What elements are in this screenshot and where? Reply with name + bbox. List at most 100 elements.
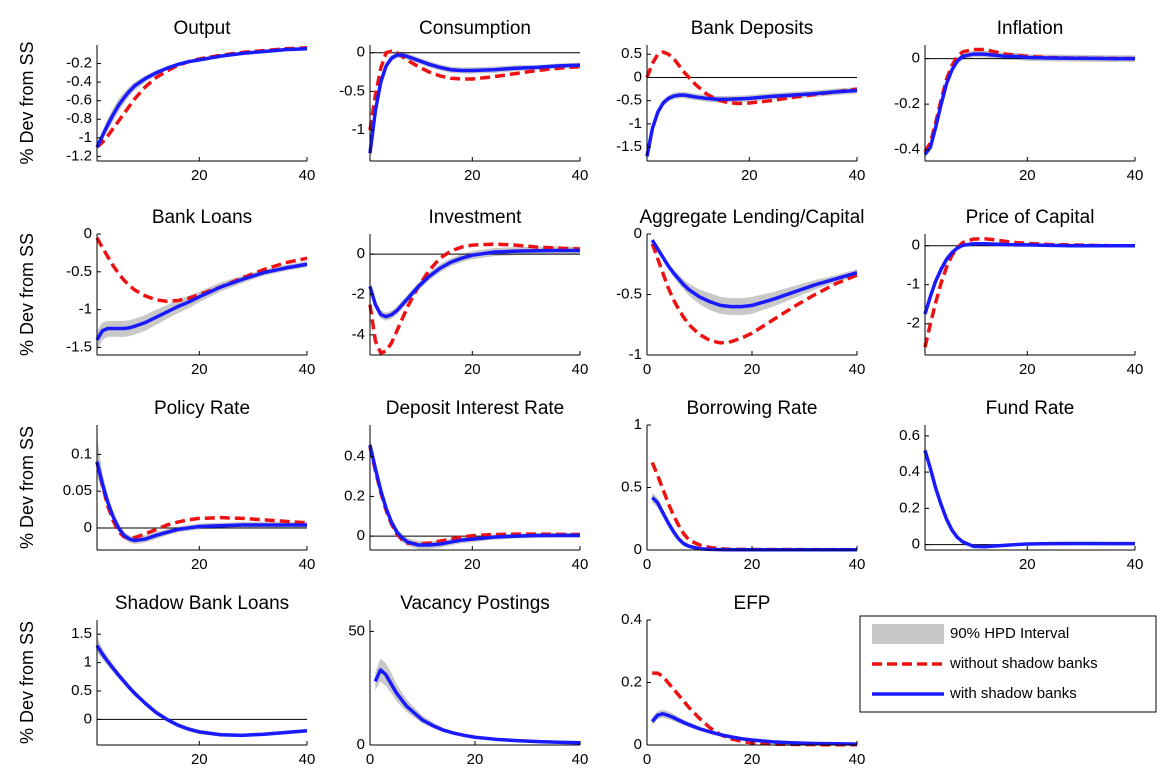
y-tick-label: -0.2 [894,95,920,112]
x-tick-label: 0 [643,751,651,768]
x-tick-label: 40 [849,751,866,768]
series-line [650,239,858,309]
x-tick-label: 20 [191,556,208,573]
series-line [95,236,308,304]
hpd-band [925,446,1135,549]
y-tick-label: 0 [912,237,920,254]
series-line [650,243,858,345]
series-line [368,242,581,355]
y-tick-label: 0.05 [63,482,92,499]
series-line [368,446,581,546]
y-tick-label: 0.2 [621,673,642,690]
subplot-title: Policy Rate [154,398,250,419]
hpd-band [97,47,307,149]
x-tick-label: 0 [643,556,651,573]
hpd-band [652,238,857,316]
subplot-title: Inflation [997,18,1064,39]
x-tick-label: 0 [643,361,651,378]
y-tick-label: 0.6 [899,427,920,444]
y-tick-label: 0 [634,68,642,85]
y-tick-label: 0 [84,710,92,727]
series-line [95,46,308,148]
y-tick-label: 0 [634,736,642,753]
x-tick-label: 40 [849,556,866,573]
y-tick-label: 0 [357,245,365,262]
x-tick-label: 20 [1019,556,1036,573]
y-tick-label: 0 [84,225,92,242]
legend-label: with shadow banks [949,685,1077,702]
x-tick-label: 40 [1127,167,1144,184]
subplot-title: Fund Rate [986,398,1075,419]
y-tick-label: 0.5 [621,45,642,62]
y-axis-label: % Dev from SS [17,233,37,356]
y-tick-label: -1 [352,121,365,138]
hpd-band [925,242,1135,318]
x-tick-label: 40 [572,361,589,378]
series-line [368,248,580,319]
subplot-title: Vacancy Postings [400,593,550,614]
x-tick-label: 20 [191,167,208,184]
y-tick-label: -0.5 [616,285,642,302]
y-tick-label: 0.4 [621,611,642,628]
subplot-title: Output [173,18,231,39]
y-tick-label: 1 [634,416,642,433]
y-tick-label: -4 [352,326,365,343]
series-line [650,461,857,552]
hpd-band [370,246,580,321]
subplot-title: Borrowing Rate [687,398,818,419]
y-tick-label: -0.5 [339,82,365,99]
x-tick-label: 40 [849,361,866,378]
y-tick-label: -0.8 [66,110,92,127]
series-line [923,236,1135,348]
series-line [373,668,581,745]
x-tick-label: 40 [299,556,316,573]
y-tick-label: 0 [357,527,365,544]
y-tick-label: -1 [79,301,92,318]
series-line [368,53,581,154]
subplot-title: EFP [734,593,771,614]
series-line [95,644,308,738]
y-axis-label: % Dev from SS [17,41,37,164]
subplot-title: Deposit Interest Rate [386,398,564,419]
subplot-title: Aggregate Lending/Capital [639,207,864,228]
hpd-band [370,51,580,157]
y-tick-label: 0 [634,541,642,558]
y-tick-label: -1 [629,346,642,363]
x-tick-label: 20 [744,751,761,768]
legend-label: without shadow banks [949,655,1098,672]
series-line [923,449,1135,549]
y-tick-label: 0 [357,44,365,61]
x-tick-label: 20 [464,167,481,184]
series-line [368,49,581,131]
x-tick-label: 20 [191,361,208,378]
hpd-band [647,87,857,160]
y-tick-label: 0.5 [71,682,92,699]
y-axis-label: % Dev from SS [17,426,37,549]
x-tick-label: 20 [744,361,761,378]
y-tick-label: 1.5 [71,625,92,642]
x-tick-label: 20 [467,751,484,768]
hpd-band [97,261,307,352]
subplot-title: Price of Capital [966,207,1095,228]
y-tick-label: -2 [352,285,365,302]
y-tick-label: -2 [907,315,920,332]
y-tick-label: -1.2 [66,147,92,164]
series-line [95,262,308,341]
y-tick-label: 0.4 [344,448,365,465]
y-tick-label: 0 [357,736,365,753]
series-line [923,242,1135,315]
y-tick-label: 0 [634,225,642,242]
x-tick-label: 20 [741,167,758,184]
y-tick-label: 0.5 [621,478,642,495]
y-tick-label: 1 [84,654,92,671]
hpd-band [925,50,1135,158]
y-tick-label: -1 [907,276,920,293]
x-tick-label: 40 [1127,556,1144,573]
y-tick-label: -0.4 [66,73,92,90]
series-line [95,46,308,149]
subplot-title: Bank Loans [152,207,252,228]
y-tick-label: 0.4 [899,463,920,480]
series-line [645,50,858,106]
series-line [651,496,857,552]
